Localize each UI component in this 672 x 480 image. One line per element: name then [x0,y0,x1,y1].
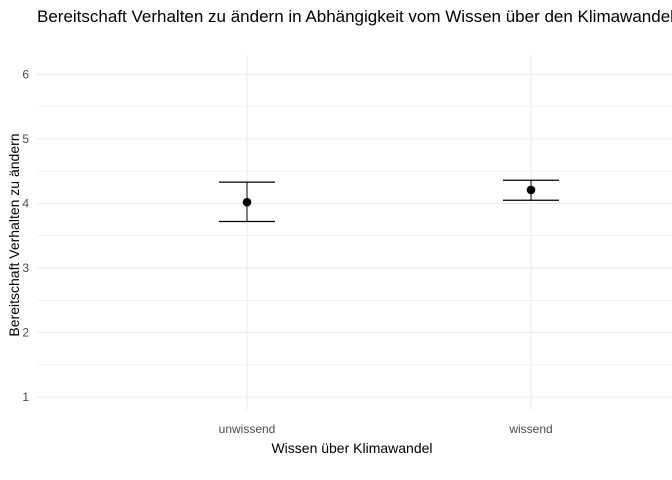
y-tick-label: 5 [22,132,29,146]
data-point [526,185,536,195]
y-tick-label: 1 [22,390,29,404]
error-bars [219,179,559,223]
y-tick-label: 3 [22,261,29,275]
x-tick-label: wissend [508,422,552,436]
y-tick-label: 4 [22,196,29,210]
x-tick-label: unwissend [219,422,276,436]
data-point [242,197,252,207]
x-tick-labels: unwissend wissend [219,422,553,436]
x-axis-title: Wissen über Klimawandel [271,440,432,456]
y-tick-labels: 1 2 3 4 5 6 [22,67,29,404]
y-tick-label: 6 [22,67,29,81]
y-axis-title: Bereitschaft Verhalten zu ändern [6,133,22,336]
data-points [242,185,536,207]
y-tick-label: 2 [22,326,29,340]
chart-title: Bereitschaft Verhalten zu ändern in Abhä… [37,7,672,26]
grid-lines [37,55,672,410]
